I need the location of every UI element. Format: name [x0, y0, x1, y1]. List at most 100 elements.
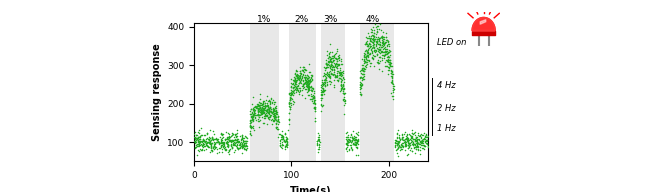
Point: [382, 50, 392, 53]
Point: [301, 78, 311, 81]
Point: [273, 120, 284, 123]
Point: [228, 140, 239, 143]
Point: [330, 73, 340, 76]
Point: [383, 66, 393, 69]
Point: [419, 136, 430, 139]
Point: [201, 147, 211, 151]
Point: [400, 138, 411, 141]
Point: [386, 80, 397, 83]
Point: [365, 64, 376, 67]
Point: [328, 65, 338, 68]
Point: [372, 52, 382, 55]
Point: [356, 75, 367, 78]
Point: [222, 135, 232, 138]
Text: LED on: LED on: [437, 38, 467, 47]
Point: [307, 99, 317, 102]
Point: [253, 113, 263, 116]
Point: [409, 137, 419, 140]
Point: [294, 76, 305, 79]
Point: [363, 49, 373, 52]
Point: [240, 144, 250, 147]
Point: [307, 95, 318, 98]
Point: [290, 74, 301, 77]
Point: [265, 114, 275, 117]
Point: [396, 135, 407, 138]
Point: [282, 145, 293, 148]
Point: [328, 65, 339, 69]
Point: [191, 144, 202, 147]
Point: [366, 47, 376, 50]
Point: [205, 137, 215, 140]
Point: [240, 145, 250, 148]
Point: [291, 88, 302, 91]
Point: [272, 123, 283, 126]
Point: [418, 144, 429, 147]
Point: [291, 85, 301, 88]
Point: [235, 143, 245, 146]
Point: [336, 89, 346, 92]
Point: [291, 78, 301, 81]
Point: [336, 87, 346, 90]
Point: [390, 144, 401, 147]
Point: [295, 80, 305, 83]
Point: [305, 85, 316, 88]
Point: [312, 140, 322, 143]
Point: [336, 78, 347, 81]
Point: [295, 79, 305, 83]
Point: [220, 148, 230, 151]
Point: [334, 67, 345, 70]
Point: [225, 147, 236, 150]
Point: [246, 120, 257, 123]
Point: [332, 57, 342, 60]
Point: [372, 38, 382, 41]
Point: [263, 105, 273, 108]
Point: [270, 109, 280, 112]
Point: [294, 77, 305, 80]
Point: [398, 142, 409, 145]
Point: [275, 140, 286, 143]
Point: [290, 80, 301, 83]
Point: [246, 116, 257, 119]
Point: [395, 148, 406, 151]
Point: [392, 144, 402, 147]
Point: [411, 145, 421, 148]
Point: [323, 63, 334, 66]
Point: [405, 137, 416, 140]
Point: [271, 113, 282, 116]
Point: [365, 37, 376, 41]
Point: [325, 58, 336, 61]
Point: [255, 105, 265, 108]
Point: [309, 105, 320, 108]
Point: [370, 49, 381, 52]
Point: [216, 144, 227, 147]
Point: [211, 136, 222, 139]
Point: [326, 71, 336, 74]
Point: [313, 137, 324, 140]
Point: [210, 142, 220, 145]
Point: [270, 115, 280, 118]
Point: [313, 143, 324, 146]
Point: [202, 140, 213, 143]
Point: [291, 74, 301, 77]
Point: [370, 48, 380, 51]
Point: [379, 54, 390, 57]
Point: [212, 141, 222, 144]
Point: [421, 139, 432, 142]
Point: [253, 110, 264, 113]
Point: [253, 114, 263, 117]
Point: [262, 108, 272, 111]
Point: [349, 143, 360, 146]
Point: [222, 143, 233, 146]
Point: [258, 110, 268, 113]
Point: [322, 83, 332, 86]
Point: [288, 91, 298, 94]
Point: [257, 110, 267, 113]
Point: [391, 149, 401, 152]
Point: [379, 42, 390, 45]
Point: [249, 108, 259, 112]
Point: [421, 139, 432, 142]
Point: [246, 115, 257, 118]
Point: [303, 83, 313, 86]
Point: [342, 137, 353, 141]
Point: [197, 145, 208, 148]
